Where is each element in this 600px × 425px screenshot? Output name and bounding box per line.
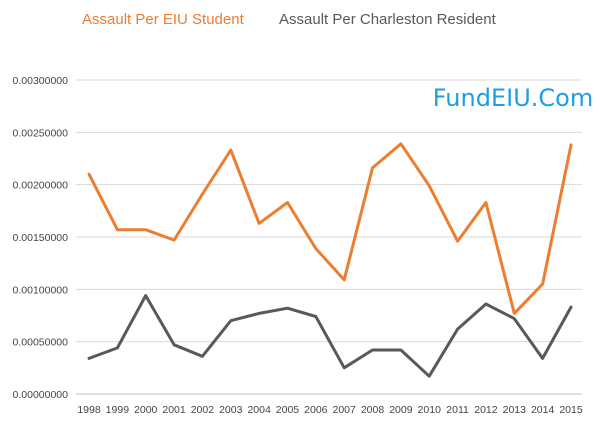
x-tick-label: 2012 <box>474 404 498 416</box>
x-tick-label: 2010 <box>418 404 442 416</box>
x-tick-label: 2008 <box>361 404 385 416</box>
y-tick-label: 0.00050000 <box>13 337 69 349</box>
x-tick-label: 2002 <box>191 404 215 416</box>
y-tick-label: 0.00300000 <box>13 75 69 87</box>
x-tick-label: 2014 <box>531 404 555 416</box>
x-tick-label: 2006 <box>304 404 328 416</box>
x-tick-label: 2005 <box>276 404 300 416</box>
gridlines <box>76 79 582 395</box>
x-tick-label: 2011 <box>446 404 469 416</box>
series-lines <box>87 142 573 378</box>
legend: Assault Per EIU Student Assault Per Char… <box>82 11 497 28</box>
x-axis-tick-labels: 1998 1999 2000 2001 2002 2003 2004 2005 2006 2007… <box>77 404 583 416</box>
x-tick-label: 2004 <box>247 404 271 416</box>
watermark-logo: FundEIU.Com <box>433 84 593 112</box>
y-tick-label: 0.00250000 <box>13 127 69 139</box>
x-tick-label: 2007 <box>332 404 356 416</box>
series-line-eiu-student <box>87 142 573 315</box>
series-line-charleston-resident <box>87 294 573 378</box>
y-tick-label: 0.00100000 <box>13 284 69 296</box>
x-tick-label: 2000 <box>134 404 158 416</box>
y-axis-tick-labels: 0.00000000 0.00050000 0.00100000 0.00150000… <box>13 75 69 401</box>
x-tick-label: 2009 <box>389 404 413 416</box>
y-tick-label: 0.00150000 <box>13 232 69 244</box>
x-tick-label: 2003 <box>219 404 243 416</box>
x-tick-label: 2015 <box>559 404 583 416</box>
x-tick-label: 2001 <box>162 404 186 416</box>
x-tick-label: 1999 <box>106 404 130 416</box>
y-tick-label: 0.00000000 <box>13 389 69 401</box>
legend-entry-eiu-student: Assault Per EIU Student <box>82 11 245 28</box>
x-tick-label: 2013 <box>503 404 527 416</box>
x-tick-label: 1998 <box>77 404 101 416</box>
legend-entry-charleston-resident: Assault Per Charleston Resident <box>279 11 497 28</box>
y-tick-label: 0.00200000 <box>13 180 69 192</box>
